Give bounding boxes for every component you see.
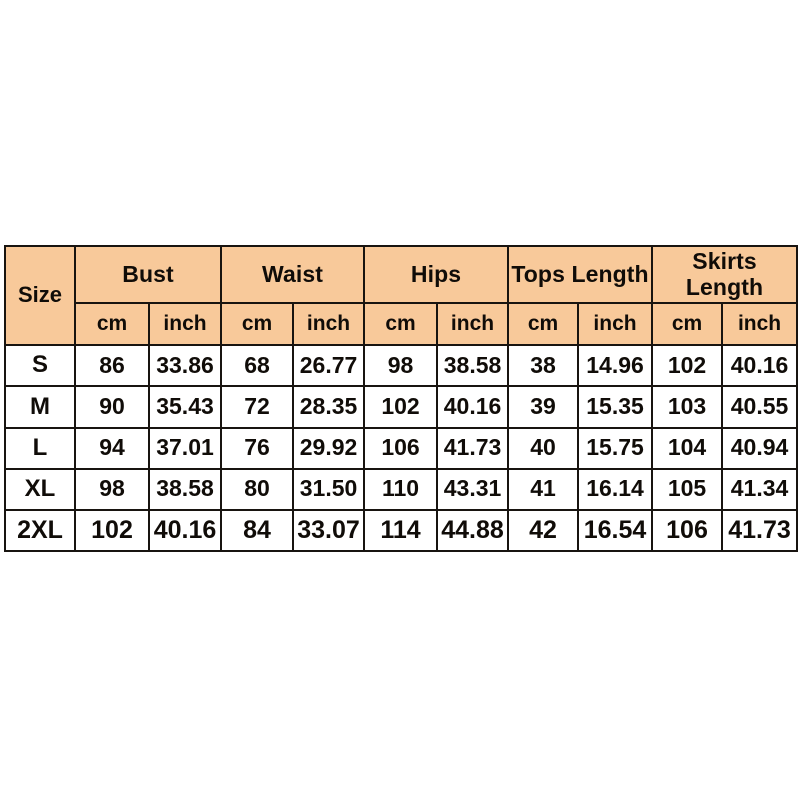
cell-tops-inch: 15.35 xyxy=(577,385,654,429)
row-size-label: 2XL xyxy=(4,508,76,553)
cell-waist-cm: 76 xyxy=(220,426,295,470)
cell-waist-cm: 80 xyxy=(220,467,295,511)
cell-waist-inch: 31.50 xyxy=(292,467,366,511)
cell-skirts-inch: 40.55 xyxy=(721,385,799,429)
row-size-label: L xyxy=(4,426,76,470)
table-row: 2XL 102 40.16 84 33.07 114 44.88 42 16.5… xyxy=(4,508,799,553)
cell-tops-cm: 41 xyxy=(507,467,580,511)
header-unit-bust-inch: inch xyxy=(147,302,223,347)
header-unit-tops-cm: cm xyxy=(507,302,580,347)
cell-hips-cm: 106 xyxy=(363,426,439,470)
cell-waist-inch: 33.07 xyxy=(292,508,366,553)
cell-waist-cm: 72 xyxy=(220,385,295,429)
table-row: L 94 37.01 76 29.92 106 41.73 40 15.75 1… xyxy=(4,426,799,470)
cell-bust-cm: 86 xyxy=(74,344,150,388)
cell-skirts-inch: 41.34 xyxy=(721,467,799,511)
cell-hips-cm: 98 xyxy=(363,344,439,388)
cell-waist-inch: 26.77 xyxy=(292,344,366,388)
header-unit-hips-inch: inch xyxy=(436,302,510,347)
size-chart-table: Size Bust Waist Hips Tops Length Skirts … xyxy=(4,244,799,553)
header-group-waist: Waist xyxy=(220,244,366,305)
cell-skirts-inch: 40.16 xyxy=(721,344,799,388)
header-group-tops-length: Tops Length xyxy=(507,244,654,305)
row-size-label: S xyxy=(4,344,76,388)
header-unit-waist-cm: cm xyxy=(220,302,295,347)
cell-skirts-inch: 40.94 xyxy=(721,426,799,470)
cell-skirts-cm: 104 xyxy=(651,426,724,470)
cell-tops-cm: 40 xyxy=(507,426,580,470)
header-group-hips: Hips xyxy=(363,244,510,305)
cell-hips-inch: 38.58 xyxy=(436,344,510,388)
header-size: Size xyxy=(4,244,76,347)
cell-skirts-cm: 105 xyxy=(651,467,724,511)
cell-hips-inch: 40.16 xyxy=(436,385,510,429)
header-unit-tops-inch: inch xyxy=(577,302,654,347)
header-unit-skirts-cm: cm xyxy=(651,302,724,347)
cell-bust-inch: 33.86 xyxy=(147,344,223,388)
header-unit-bust-cm: cm xyxy=(74,302,150,347)
cell-skirts-cm: 106 xyxy=(651,508,724,553)
table-row: M 90 35.43 72 28.35 102 40.16 39 15.35 1… xyxy=(4,385,799,429)
cell-hips-cm: 114 xyxy=(363,508,439,553)
row-size-label: M xyxy=(4,385,76,429)
cell-tops-inch: 14.96 xyxy=(577,344,654,388)
cell-bust-inch: 35.43 xyxy=(147,385,223,429)
table-row: S 86 33.86 68 26.77 98 38.58 38 14.96 10… xyxy=(4,344,799,388)
header-group-row: Size Bust Waist Hips Tops Length Skirts … xyxy=(4,244,799,347)
cell-bust-inch: 38.58 xyxy=(147,467,223,511)
cell-tops-inch: 15.75 xyxy=(577,426,654,470)
cell-tops-cm: 39 xyxy=(507,385,580,429)
cell-hips-cm: 102 xyxy=(363,385,439,429)
header-unit-skirts-inch: inch xyxy=(721,302,799,347)
header-unit-hips-cm: cm xyxy=(363,302,439,347)
cell-bust-inch: 40.16 xyxy=(147,508,223,553)
cell-bust-cm: 102 xyxy=(74,508,150,553)
header-unit-row: cm inch cm inch cm inch cm inch cm inch xyxy=(5,302,799,347)
cell-bust-cm: 98 xyxy=(74,467,150,511)
cell-waist-cm: 68 xyxy=(220,344,295,388)
header-group-skirts-length: Skirts Length xyxy=(651,244,799,305)
cell-tops-cm: 42 xyxy=(507,508,580,553)
header-group-bust: Bust xyxy=(73,244,223,305)
cell-waist-inch: 29.92 xyxy=(292,426,366,470)
cell-skirts-cm: 102 xyxy=(651,344,724,388)
cell-hips-inch: 41.73 xyxy=(436,426,510,470)
cell-tops-cm: 38 xyxy=(507,344,580,388)
cell-hips-cm: 110 xyxy=(363,467,439,511)
table-row: XL 98 38.58 80 31.50 110 43.31 41 16.14 … xyxy=(4,467,799,511)
cell-tops-inch: 16.54 xyxy=(577,508,654,553)
cell-skirts-inch: 41.73 xyxy=(721,508,799,553)
cell-waist-inch: 28.35 xyxy=(292,385,366,429)
cell-hips-inch: 44.88 xyxy=(436,508,510,553)
row-size-label: XL xyxy=(4,467,76,511)
cell-waist-cm: 84 xyxy=(220,508,295,553)
header-unit-waist-inch: inch xyxy=(292,302,366,347)
cell-skirts-cm: 103 xyxy=(651,385,724,429)
cell-hips-inch: 43.31 xyxy=(436,467,510,511)
cell-bust-cm: 90 xyxy=(74,385,150,429)
size-chart-container: Size Bust Waist Hips Tops Length Skirts … xyxy=(4,244,799,553)
cell-tops-inch: 16.14 xyxy=(577,467,654,511)
cell-bust-inch: 37.01 xyxy=(147,426,223,470)
cell-bust-cm: 94 xyxy=(74,426,150,470)
